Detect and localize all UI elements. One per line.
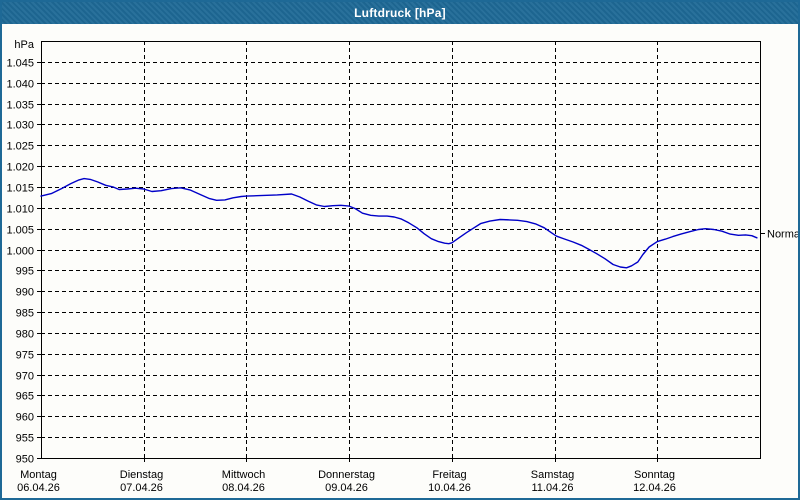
y-axis-label: 1.040 [6,79,34,91]
y-axis-label: 995 [16,266,34,278]
window-title: Luftdruck [hPa] [354,6,446,20]
y-axis-label: 985 [16,308,34,320]
pressure-line [40,177,758,269]
x-day-label: Dienstag [120,469,163,481]
y-axis-label: 1.030 [6,120,34,132]
y-axis-label: 1.045 [6,58,34,70]
x-date-label: 06.04.26 [17,482,60,494]
y-axis-label: 975 [16,350,34,362]
plot-border [41,41,761,459]
x-date-label: 09.04.26 [325,482,368,494]
x-day-label: Donnerstag [318,469,375,481]
x-date-label: 08.04.26 [222,482,265,494]
x-date-label: 07.04.26 [120,482,163,494]
y-axis-label: 1.025 [6,141,34,153]
y-axis-label: 955 [16,433,34,445]
y-axis-label: 965 [16,391,34,403]
pressure-chart: 1.045 1.040 1.035 1.030 1.025 1.020 1.015 1.010… [6,39,798,494]
y-axis-label: 1.005 [6,225,34,237]
y-axis-label: 1.020 [6,162,34,174]
y-axis-label: 950 [16,454,34,466]
y-axis-label: 1.000 [6,246,34,258]
x-day-label: Freitag [432,469,466,481]
x-date-label: 10.04.26 [428,482,471,494]
y-axis-label: 1.015 [6,183,34,195]
y-axis-label: 960 [16,412,34,424]
x-day-label: Mittwoch [222,469,265,481]
chart-area: 1.045 1.040 1.035 1.030 1.025 1.020 1.015 1.010… [2,24,798,498]
y-axis-label: 970 [16,371,34,383]
x-day-label: Sonntag [634,469,675,481]
y-axis-label: 1.035 [6,100,34,112]
window-titlebar[interactable]: Luftdruck [hPa] [2,2,798,24]
y-axis-label: 990 [16,287,34,299]
y-axis-label: 980 [16,329,34,341]
y-axis-unit-label: hPa [14,39,34,51]
normal-label: Normal [767,229,798,241]
x-day-label: Montag [20,469,57,481]
y-axis-label: 1.010 [6,204,34,216]
x-date-label: 11.04.26 [531,482,573,494]
x-day-label: Samstag [531,469,574,481]
x-date-label: 12.04.26 [633,482,676,494]
